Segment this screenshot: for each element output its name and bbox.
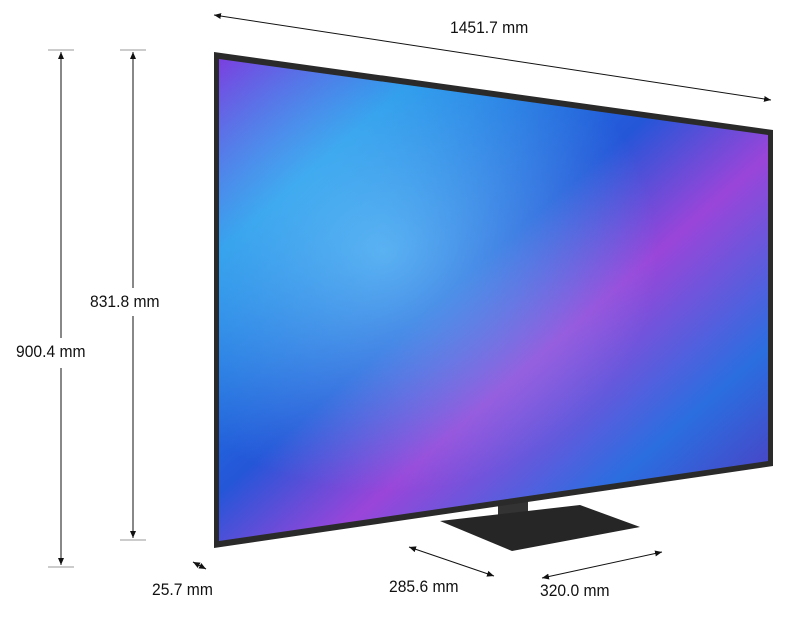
- width-arrow: [213, 13, 772, 102]
- stand-depth-arrow: [408, 546, 495, 577]
- stand-base: [440, 505, 640, 551]
- width-label: 1451.7 mm: [450, 18, 529, 37]
- panel-depth-arrow: [192, 561, 207, 570]
- screen-highlight: [219, 59, 768, 541]
- stand-width-label: 320.0 mm: [540, 581, 610, 600]
- stand-width-arrow: [541, 550, 663, 580]
- total-height-label: 900.4 mm: [16, 342, 86, 361]
- panel-depth-label: 25.7 mm: [152, 580, 213, 599]
- screen-height-label: 831.8 mm: [90, 292, 160, 311]
- stand-depth-label: 285.6 mm: [389, 577, 459, 596]
